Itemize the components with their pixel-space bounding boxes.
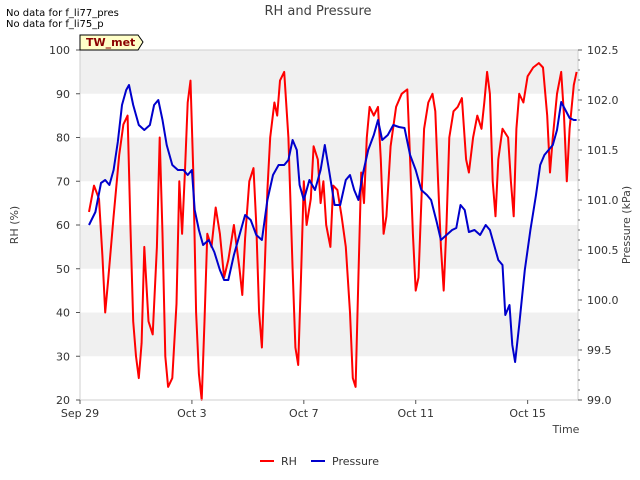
legend-rh-label: RH	[281, 455, 297, 468]
right-y-tick-label: 102.5	[587, 44, 619, 57]
grid-band	[80, 93, 578, 138]
left-y-tick-label: 40	[56, 307, 70, 320]
grid-band	[80, 312, 578, 357]
right-y-tick-label: 100.5	[587, 244, 619, 257]
right-y-tick-label: 99.5	[587, 344, 612, 357]
left-y-tick-label: 20	[56, 394, 70, 407]
left-y-tick-label: 70	[56, 175, 70, 188]
x-tick-label: Sep 29	[61, 407, 99, 420]
grid-band	[80, 225, 578, 269]
x-tick-label: Oct 7	[289, 407, 319, 420]
right-y-tick-label: 99.0	[587, 394, 612, 407]
x-axis-label: Time	[552, 423, 580, 436]
left-y-tick-label: 90	[56, 88, 70, 101]
x-tick-label: Oct 15	[509, 407, 546, 420]
no-data-note-2: No data for f_li75_p	[6, 19, 104, 30]
right-y-tick-label: 100.0	[587, 294, 619, 307]
chart-title: RH and Pressure	[264, 4, 371, 19]
no-data-note-1: No data for f_li77_pres	[6, 8, 119, 19]
series-line-pressure	[88, 84, 577, 363]
left-y-tick-label: 80	[56, 132, 70, 145]
grid-band	[80, 181, 578, 225]
x-tick-label: Oct 11	[397, 407, 434, 420]
grid-band	[80, 50, 578, 94]
grid-band	[80, 356, 578, 400]
right-y-tick-label: 102.0	[587, 94, 619, 107]
station-badge-label: TW_met	[86, 36, 135, 49]
right-y-axis-label: Pressure (kPa)	[620, 186, 633, 264]
left-y-tick-label: 30	[56, 350, 70, 363]
series-line-rh	[88, 62, 578, 401]
station-badge: TW_met	[79, 34, 144, 51]
right-y-tick-label: 101.0	[587, 194, 619, 207]
x-tick-label: Oct 3	[177, 407, 207, 420]
left-y-tick-label: 60	[56, 219, 70, 232]
left-y-axis-label: RH (%)	[8, 206, 21, 244]
legend-pressure-label: Pressure	[332, 455, 379, 468]
left-y-tick-label: 50	[56, 263, 70, 276]
legend: RH Pressure	[260, 455, 379, 468]
left-y-tick-label: 100	[49, 44, 70, 57]
right-y-tick-label: 101.5	[587, 144, 619, 157]
